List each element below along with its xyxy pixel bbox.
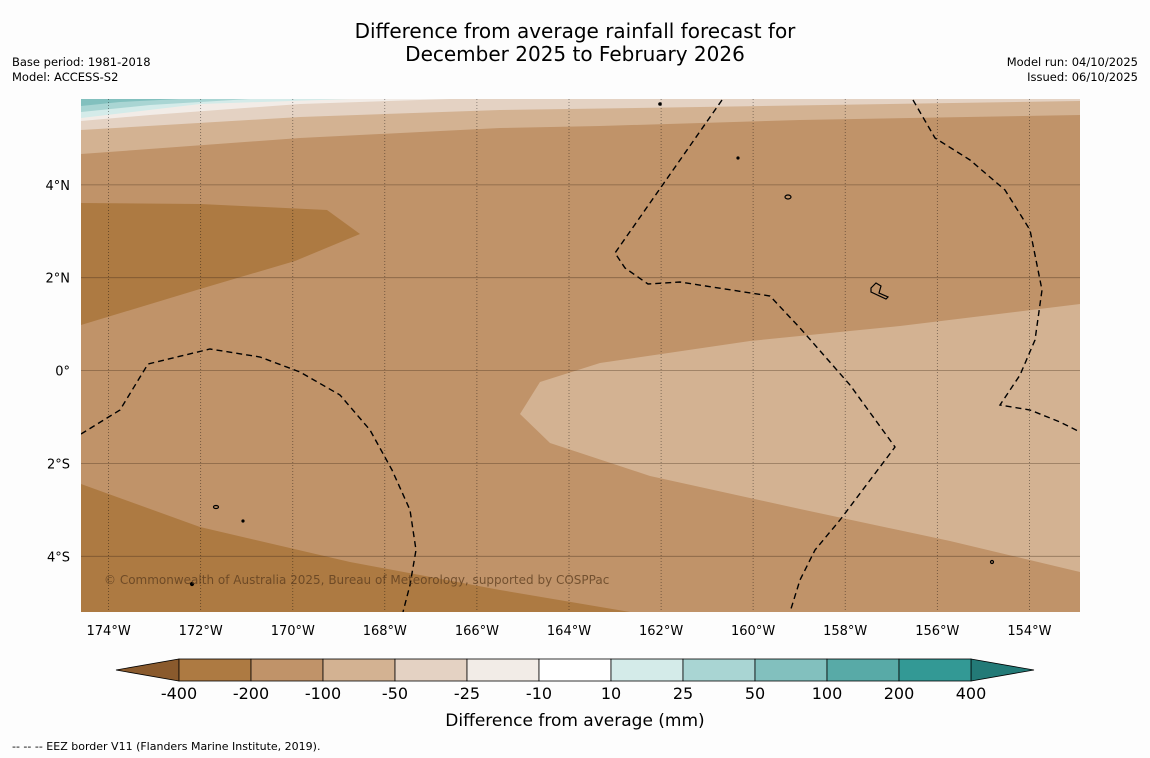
colorbar-tick-label: -50 <box>382 684 408 703</box>
eez-borders <box>81 99 1080 612</box>
graticule <box>81 99 1080 612</box>
colorbar-segment <box>826 658 900 682</box>
model-run-date: Model run: 04/10/2025 <box>1006 55 1138 69</box>
island-4 <box>658 102 662 106</box>
forecast-field <box>81 99 1080 612</box>
island-3 <box>212 504 220 510</box>
region-dry-50-east <box>520 304 1080 572</box>
latitude-tick-label: 2°N <box>46 272 71 287</box>
latitude-tick-label: 4°N <box>46 179 71 194</box>
longitude-tick-label: 168°W <box>363 624 407 639</box>
colorbar-tick-label: 400 <box>956 684 987 703</box>
title-line-1: Difference from average rainfall forecas… <box>354 19 796 43</box>
longitude-labels: 174°W 172°W 170°W 168°W 166°W 164°W 162°W 160°W… <box>87 624 1052 639</box>
longitude-tick-label: 164°W <box>547 624 591 639</box>
colorbar-segment <box>610 658 684 682</box>
longitude-tick-label: 158°W <box>823 624 867 639</box>
latitude-tick-label: 4°S <box>47 550 70 565</box>
colorbar-tick-label: -400 <box>161 684 197 703</box>
longitude-tick-label: 172°W <box>179 624 223 639</box>
eez-border-west <box>81 348 417 612</box>
colorbar-labels: -400 -200 -100 -50 -25 -10 10 25 50 100 200 400 <box>161 684 986 703</box>
island-7 <box>989 559 995 565</box>
colorbar-segments <box>178 658 972 682</box>
rainfall-map: © Commonwealth of Australia 2025, Bureau… <box>46 99 1080 731</box>
eez-legend-note: -- -- -- EEZ border V11 (Flanders Marine… <box>12 740 321 753</box>
eez-border-east <box>614 99 896 612</box>
colorbar-segment <box>178 658 252 682</box>
model-name: Model: ACCESS-S2 <box>12 70 119 84</box>
colorbar-tick-label: 25 <box>673 684 693 703</box>
longitude-tick-label: 162°W <box>639 624 683 639</box>
colorbar-tick-label: 100 <box>812 684 843 703</box>
colorbar-segment <box>682 658 756 682</box>
colorbar-segment <box>250 658 324 682</box>
latitude-tick-label: 0° <box>55 365 70 380</box>
map-title: Difference from average rainfall forecas… <box>0 20 1150 66</box>
copyright-notice: © Commonwealth of Australia 2025, Bureau… <box>104 573 609 587</box>
colorbar-segment <box>322 658 396 682</box>
run-info: Model run: 04/10/2025 Issued: 06/10/2025 <box>1007 55 1138 85</box>
island-8 <box>189 581 195 587</box>
model-info: Base period: 1981-2018 Model: ACCESS-S2 <box>12 55 151 85</box>
colorbar-tick-label: -25 <box>454 684 480 703</box>
title-line-2: December 2025 to February 2026 <box>405 42 745 66</box>
region-dry-200-north <box>81 203 360 325</box>
eez-border-far-east <box>912 99 1080 433</box>
colorbar-segment <box>394 658 468 682</box>
base-period: Base period: 1981-2018 <box>12 55 151 69</box>
colorbar: -400 -200 -100 -50 -25 -10 10 25 50 100 200 400 Dif… <box>115 658 1035 731</box>
longitude-tick-label: 174°W <box>87 624 131 639</box>
colorbar-segment <box>538 658 612 682</box>
island-5 <box>736 156 740 160</box>
colorbar-tick-label: -200 <box>233 684 269 703</box>
longitude-tick-label: 166°W <box>455 624 499 639</box>
island-1 <box>784 194 792 200</box>
islands <box>189 102 995 587</box>
region-dry-25-north <box>81 99 1080 130</box>
colorbar-title: Difference from average (mm) <box>445 711 704 731</box>
longitude-tick-label: 156°W <box>915 624 959 639</box>
region-dry-200-south <box>81 484 630 612</box>
longitude-tick-label: 154°W <box>1007 624 1051 639</box>
latitude-labels: 4°N 2°N 0° 2°S 4°S <box>46 179 71 565</box>
island-2 <box>870 282 890 300</box>
longitude-tick-label: 160°W <box>731 624 775 639</box>
latitude-tick-label: 2°S <box>47 457 70 472</box>
colorbar-tick-label: -100 <box>305 684 341 703</box>
issued-date: Issued: 06/10/2025 <box>1027 70 1138 84</box>
colorbar-tick-label: -10 <box>526 684 552 703</box>
colorbar-tick-label: 50 <box>745 684 765 703</box>
colorbar-tick-label: 200 <box>884 684 915 703</box>
colorbar-segment <box>898 658 972 682</box>
region-wet-100 <box>81 99 180 106</box>
colorbar-under-arrow <box>115 658 180 682</box>
colorbar-segment <box>754 658 828 682</box>
colorbar-over-arrow <box>970 658 1035 682</box>
island-6 <box>241 519 245 523</box>
longitude-tick-label: 170°W <box>271 624 315 639</box>
colorbar-segment <box>466 658 540 682</box>
colorbar-tick-label: 10 <box>601 684 621 703</box>
region-wet-50 <box>81 99 250 112</box>
